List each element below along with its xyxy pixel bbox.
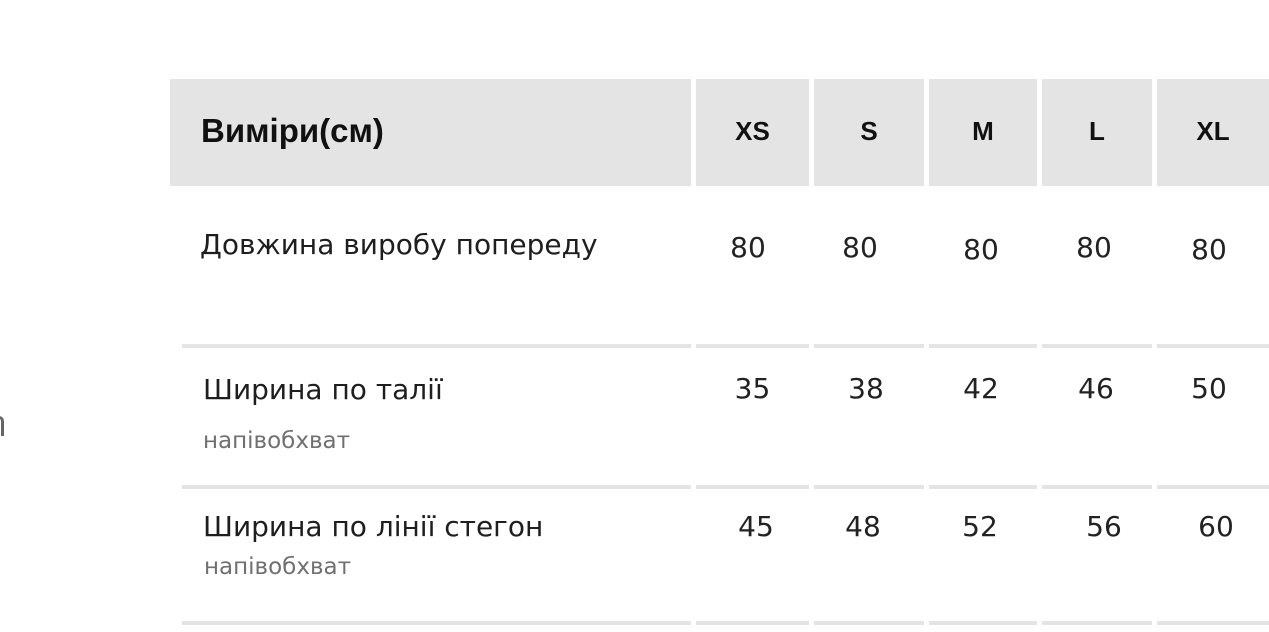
size-label: XL <box>1196 116 1230 146</box>
value-cell: 80 <box>730 231 766 264</box>
row-divider <box>182 621 691 625</box>
header-size-m: M <box>929 79 1037 186</box>
row-sublabel: напівобхват <box>203 428 351 454</box>
value-cell: 56 <box>1086 510 1122 543</box>
size-label: M <box>972 116 994 146</box>
row-divider <box>929 485 1037 489</box>
header-label: Виміри(см) <box>201 112 384 149</box>
value-cell: 80 <box>963 233 999 266</box>
header-size-l: L <box>1042 79 1152 186</box>
size-label: L <box>1089 116 1105 146</box>
row-divider <box>1042 485 1152 489</box>
value-cell: 35 <box>734 372 771 405</box>
value-cell: 80 <box>1076 231 1112 264</box>
row-divider <box>929 344 1037 348</box>
value-cell: 46 <box>1078 372 1114 405</box>
value-cell: 48 <box>845 510 881 543</box>
row-divider <box>814 344 924 348</box>
size-label: XS <box>735 116 770 146</box>
cropped-edge-glyph <box>0 416 4 436</box>
value-cell: 60 <box>1198 510 1234 543</box>
row-divider <box>1042 344 1152 348</box>
value-cell: 45 <box>738 510 774 543</box>
row-divider <box>1157 485 1269 489</box>
value-cell: 42 <box>963 372 999 405</box>
row-divider <box>814 485 924 489</box>
value-cell: 50 <box>1191 372 1227 405</box>
row-label: Ширина по лінії стегон <box>203 510 544 543</box>
row-divider <box>696 621 809 625</box>
row-divider <box>696 344 809 348</box>
row-divider <box>1157 344 1269 348</box>
row-divider <box>182 485 691 489</box>
size-label: S <box>860 116 878 146</box>
value-cell: 80 <box>842 231 878 264</box>
value-cell: 80 <box>1191 233 1227 266</box>
row-label: Довжина виробу попереду <box>200 228 598 261</box>
header-size-xs: XS <box>696 79 809 186</box>
row-divider <box>1157 621 1269 625</box>
row-divider <box>696 485 809 489</box>
row-divider <box>929 621 1037 625</box>
row-divider <box>814 621 924 625</box>
row-sublabel: напівобхват <box>204 554 352 580</box>
header-size-s: S <box>814 79 924 186</box>
row-label: Ширина по талії <box>203 373 443 406</box>
value-cell: 38 <box>848 372 884 405</box>
value-cell: 52 <box>962 510 998 543</box>
header-size-xl: XL <box>1157 79 1269 186</box>
row-divider <box>1042 621 1152 625</box>
header-measurements: Виміри(см) <box>170 79 691 186</box>
row-divider <box>182 344 691 348</box>
